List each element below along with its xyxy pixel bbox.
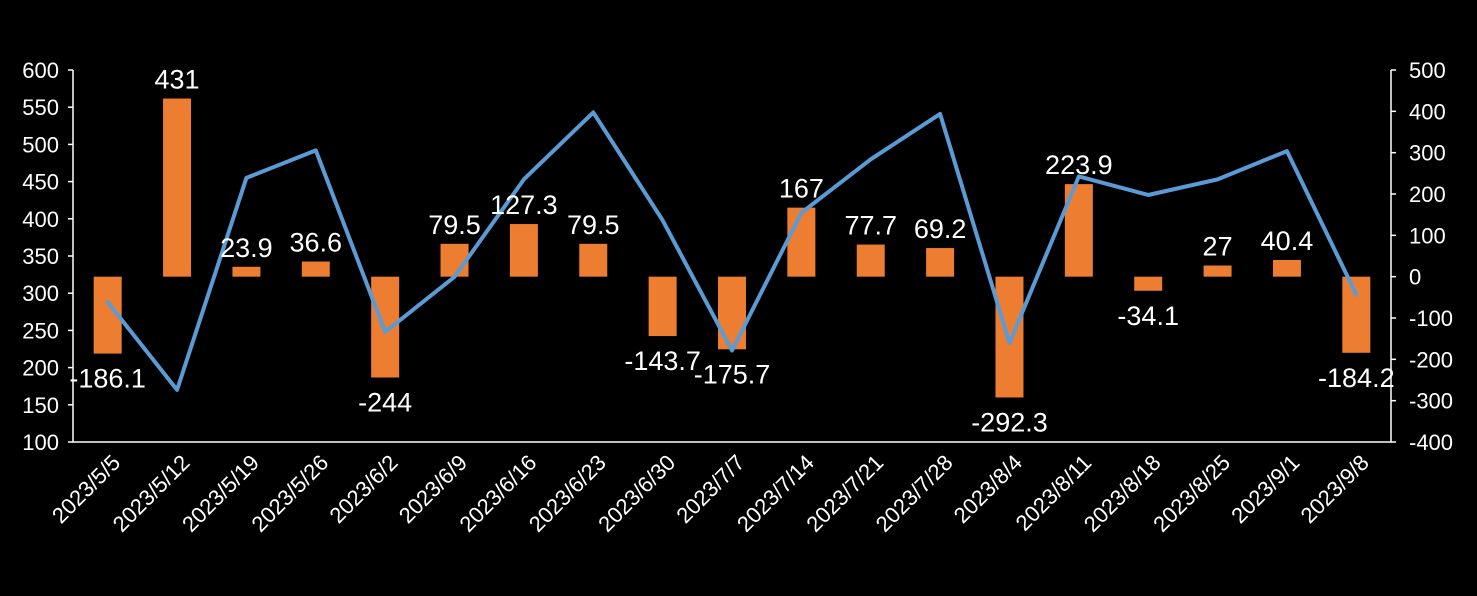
left-tick-label: 450 bbox=[22, 170, 59, 195]
x-tick-label: 2023/6/30 bbox=[593, 450, 680, 537]
bar-data-label: 79.5 bbox=[567, 210, 620, 240]
left-tick-label: 350 bbox=[22, 244, 59, 269]
bar-data-label: 36.6 bbox=[290, 228, 343, 258]
right-tick-label: 500 bbox=[1409, 58, 1446, 83]
bar bbox=[1273, 260, 1301, 277]
labels-layer: -186.1 431 23.9 36.6 -244 79.5 127.3 79.5 -143.7… bbox=[69, 65, 1394, 438]
bar-data-label: 127.3 bbox=[490, 190, 558, 220]
bar-data-label: -175.7 bbox=[694, 359, 771, 389]
right-tick-label: -100 bbox=[1409, 306, 1453, 331]
bar-data-label: 223.9 bbox=[1045, 150, 1113, 180]
bar-data-label: 79.5 bbox=[428, 210, 481, 240]
bar bbox=[857, 245, 885, 277]
x-tick-label: 2023/9/1 bbox=[1226, 450, 1304, 528]
x-tick-label: 2023/8/25 bbox=[1148, 450, 1235, 537]
bar bbox=[302, 262, 330, 277]
bar-data-label: 69.2 bbox=[914, 214, 967, 244]
bar-data-label: -184.2 bbox=[1318, 363, 1395, 393]
x-tick-label: 2023/9/8 bbox=[1296, 450, 1374, 528]
left-tick-label: 250 bbox=[22, 318, 59, 343]
left-tick-label: 300 bbox=[22, 281, 59, 306]
bars-layer bbox=[94, 99, 1371, 398]
bar-data-label: 167 bbox=[779, 174, 824, 204]
bar-data-label: -186.1 bbox=[69, 364, 146, 394]
left-tick-label: 550 bbox=[22, 95, 59, 120]
left-tick-label: 400 bbox=[22, 207, 59, 232]
bar-data-label: 23.9 bbox=[220, 233, 273, 263]
bar-data-label: 27 bbox=[1203, 232, 1233, 262]
bar-data-label: 431 bbox=[155, 65, 200, 95]
bar bbox=[926, 248, 954, 277]
left-tick-label: 150 bbox=[22, 393, 59, 418]
right-tick-label: 200 bbox=[1409, 182, 1446, 207]
bar bbox=[510, 224, 538, 277]
bar-data-label: 77.7 bbox=[844, 211, 897, 241]
bar-data-label: -292.3 bbox=[971, 407, 1048, 437]
bar bbox=[579, 244, 607, 277]
bar bbox=[1342, 277, 1370, 353]
bar bbox=[718, 277, 746, 350]
bar bbox=[1204, 266, 1232, 277]
bar-data-label: -143.7 bbox=[624, 346, 701, 376]
left-tick-label: 500 bbox=[22, 132, 59, 157]
right-tick-label: 0 bbox=[1409, 265, 1421, 290]
bar bbox=[232, 267, 260, 277]
right-tick-label: -200 bbox=[1409, 347, 1453, 372]
bar bbox=[649, 277, 677, 336]
bar-data-label: 40.4 bbox=[1261, 226, 1314, 256]
right-tick-label: -400 bbox=[1409, 430, 1453, 455]
right-tick-label: -300 bbox=[1409, 389, 1453, 414]
x-tick-label: 2023/7/28 bbox=[871, 450, 958, 537]
x-tick-label: 2023/6/2 bbox=[324, 450, 402, 528]
bar bbox=[1134, 277, 1162, 291]
left-tick-label: 600 bbox=[22, 58, 59, 83]
bar-data-label: -244 bbox=[358, 388, 412, 418]
right-tick-label: 100 bbox=[1409, 223, 1446, 248]
x-tick-label: 2023/5/26 bbox=[246, 450, 333, 537]
right-tick-label: 400 bbox=[1409, 99, 1446, 124]
right-tick-label: 300 bbox=[1409, 141, 1446, 166]
bar bbox=[787, 208, 815, 277]
bar-data-label: -34.1 bbox=[1117, 301, 1179, 331]
bar bbox=[163, 99, 191, 277]
left-tick-label: 200 bbox=[22, 356, 59, 381]
left-tick-label: 100 bbox=[22, 430, 59, 455]
